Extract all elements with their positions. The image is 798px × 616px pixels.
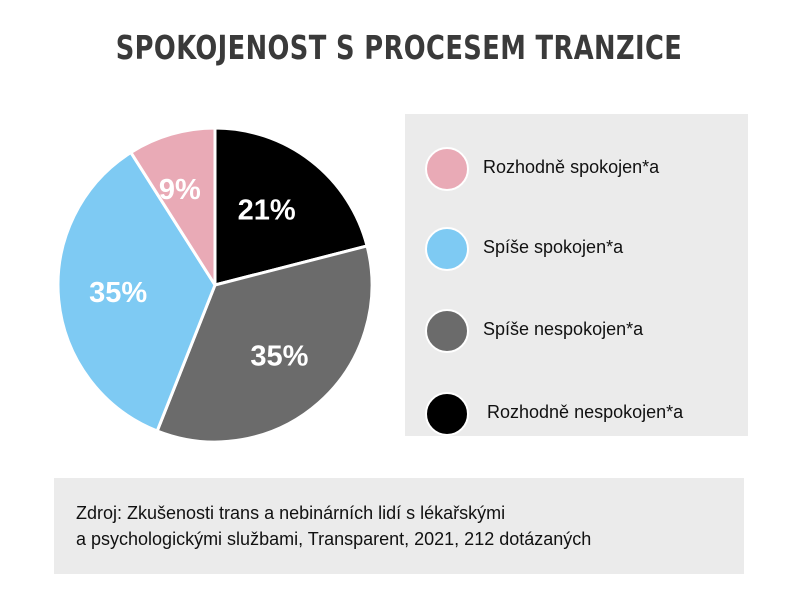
legend-swatch <box>425 309 469 353</box>
pie-slice-3 <box>155 244 374 444</box>
legend-label: Spíše spokojen*a <box>483 237 624 257</box>
source-line-1: Zdroj: Zkušenosti trans a nebinárních li… <box>76 503 506 523</box>
legend-swatch <box>425 147 469 191</box>
pie-slice-1 <box>129 126 217 287</box>
legend-label: Spíše nespokojen*a <box>483 319 644 339</box>
pie-value-label: 9% <box>159 174 201 206</box>
legend-label: Rozhodně spokojen*a <box>483 157 660 177</box>
chart-title: SPOKOJENOST S PROCESEM TRANZICE <box>115 28 683 67</box>
pie-value-label: 21% <box>238 195 296 227</box>
legend-item-spise-nespokojen: Spíše nespokojen*a <box>425 309 745 353</box>
pie-slice-4 <box>213 126 369 287</box>
legend-swatch <box>425 227 469 271</box>
legend-item-rozhodne-nespokojen: Rozhodně nespokojen*a <box>425 392 745 436</box>
legend-item-spise-spokojen: Spíše spokojen*a <box>425 227 745 271</box>
legend-swatch <box>425 392 469 436</box>
source-note: Zdroj: Zkušenosti trans a nebinárních li… <box>54 478 744 574</box>
legend-item-rozhodne-spokojen: Rozhodně spokojen*a <box>425 147 745 191</box>
pie-value-label: 35% <box>89 277 147 309</box>
legend-label: Rozhodně nespokojen*a <box>487 402 684 422</box>
pie-slice-2 <box>56 150 217 433</box>
source-line-2: a psychologickými službami, Transparent,… <box>76 529 592 549</box>
legend: Rozhodně spokojen*a Spíše spokojen*a Spí… <box>405 114 748 436</box>
pie-value-label: 35% <box>250 341 308 373</box>
